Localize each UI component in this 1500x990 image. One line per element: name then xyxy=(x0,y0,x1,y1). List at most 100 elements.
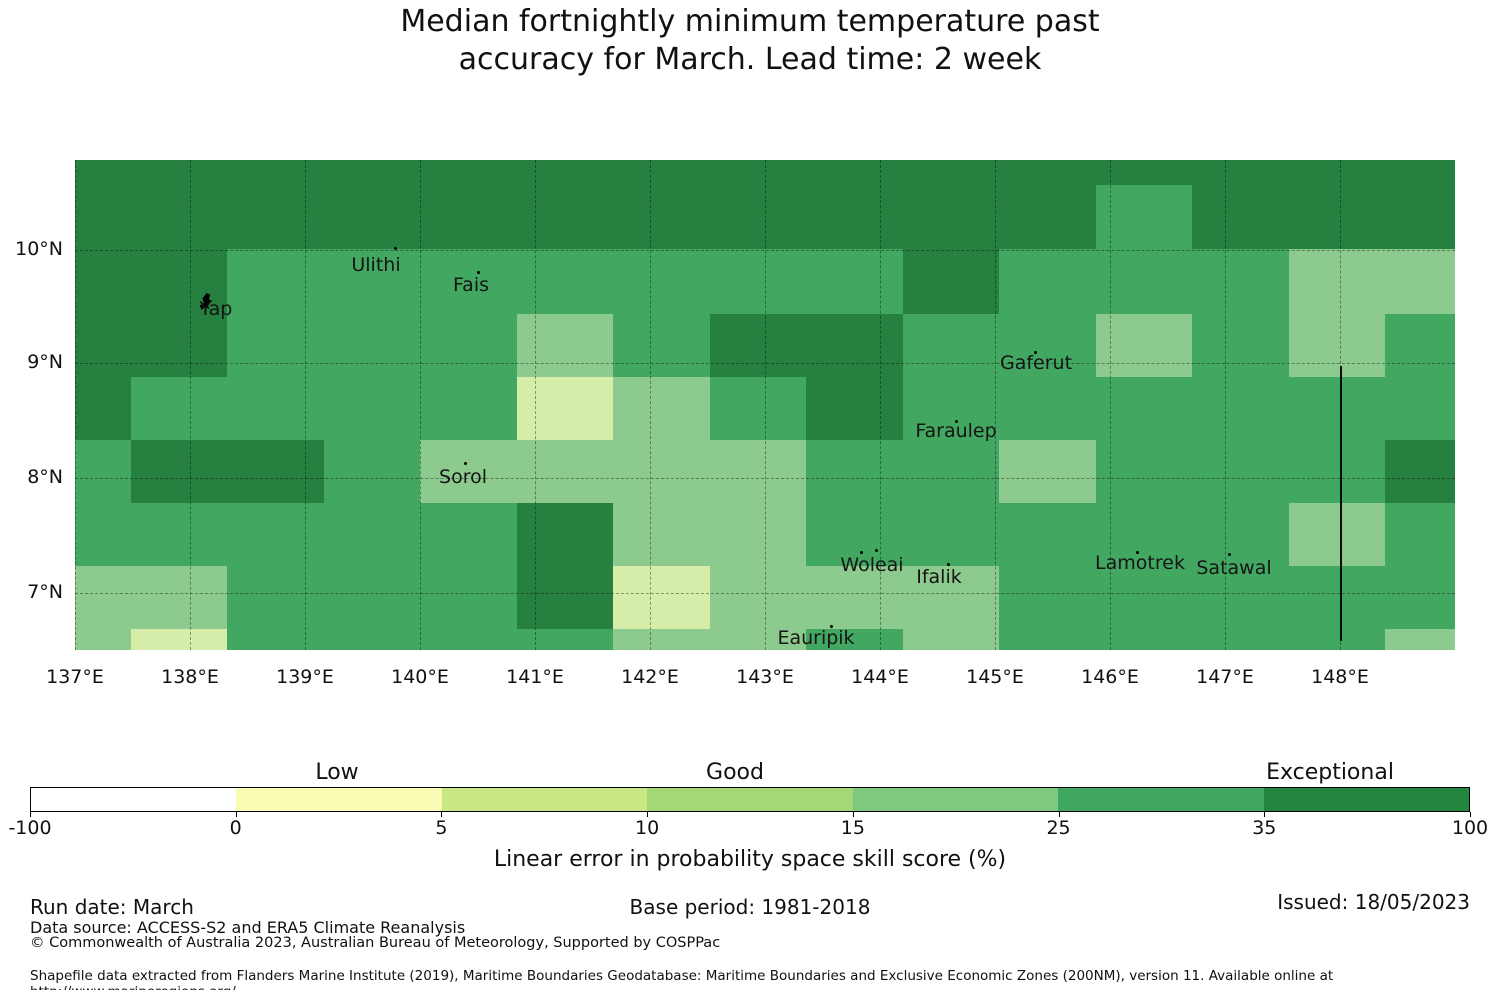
map-cell xyxy=(227,314,324,377)
longitude-gridline xyxy=(75,160,76,650)
map-cell xyxy=(1385,566,1455,629)
x-axis-tick-label: 141°E xyxy=(506,666,564,688)
map-cell xyxy=(902,377,999,440)
island-marker xyxy=(830,625,833,628)
map-cell xyxy=(420,629,517,650)
map-cell xyxy=(1288,185,1385,249)
map-cell xyxy=(227,503,324,566)
longitude-gridline xyxy=(535,160,536,650)
colorbar-tick xyxy=(852,812,854,817)
map-cell xyxy=(613,503,710,566)
longitude-gridline xyxy=(305,160,306,650)
x-axis-tick-label: 140°E xyxy=(391,666,449,688)
map-cell xyxy=(420,160,517,185)
island-marker xyxy=(394,247,397,250)
map-cell xyxy=(1385,185,1455,249)
map-cell xyxy=(1288,503,1385,566)
island-label-ulithi: Ulithi xyxy=(351,254,401,276)
island-marker xyxy=(1034,351,1037,354)
island-marker xyxy=(477,271,480,274)
map-cell xyxy=(613,249,710,314)
map-cell xyxy=(1288,249,1385,314)
map-cell xyxy=(902,160,999,185)
map-cell xyxy=(806,185,903,249)
map-cell xyxy=(227,377,324,440)
map-cell xyxy=(1385,440,1455,503)
island-marker xyxy=(875,549,878,552)
latitude-gridline xyxy=(75,593,1455,594)
longitude-gridline xyxy=(650,160,651,650)
map-cell xyxy=(999,185,1096,249)
x-axis-tick-label: 145°E xyxy=(966,666,1024,688)
map-cell xyxy=(1192,377,1289,440)
map-cell xyxy=(806,566,903,629)
map-cell xyxy=(1192,503,1289,566)
x-axis-tick-label: 148°E xyxy=(1311,666,1369,688)
map-cell xyxy=(1385,377,1455,440)
colorbar-tick-label: 25 xyxy=(1046,817,1071,839)
map-cell xyxy=(1385,160,1455,185)
footer-shapefile-credit: Shapefile data extracted from Flanders M… xyxy=(30,968,1334,990)
island-marker xyxy=(464,462,467,465)
longitude-gridline xyxy=(765,160,766,650)
colorbar-tick xyxy=(1470,812,1471,817)
x-axis-tick-label: 138°E xyxy=(161,666,219,688)
island-label-yap: Yap xyxy=(199,298,233,320)
map-cell xyxy=(999,440,1096,503)
map-cell xyxy=(613,566,710,629)
colorbar-region-label: Low xyxy=(315,760,359,785)
y-axis-tick-label: 10°N xyxy=(15,238,63,260)
map-cell xyxy=(709,503,806,566)
map-cell xyxy=(709,160,806,185)
map-cell xyxy=(1095,566,1192,629)
map-cell xyxy=(227,566,324,629)
map-cell xyxy=(1095,160,1192,185)
map-cell xyxy=(323,503,420,566)
map-cell xyxy=(902,314,999,377)
island-marker xyxy=(860,551,863,554)
map-cell xyxy=(75,377,131,440)
y-axis-tick-label: 7°N xyxy=(27,581,63,603)
map-cell xyxy=(1192,249,1289,314)
colorbar-segment xyxy=(1263,788,1469,811)
x-axis-tick-label: 146°E xyxy=(1081,666,1139,688)
map-cell xyxy=(613,314,710,377)
colorbar-tick xyxy=(1264,812,1266,817)
map-cell xyxy=(613,160,710,185)
map-cell xyxy=(323,249,420,314)
x-axis-tick-label: 137°E xyxy=(46,666,104,688)
colorbar-tick-label: 100 xyxy=(1451,817,1489,839)
map-cell xyxy=(75,185,131,249)
longitude-gridline xyxy=(1110,160,1111,650)
map-cell xyxy=(709,185,806,249)
map-cell xyxy=(1288,629,1385,650)
colorbar-tick-label: -100 xyxy=(8,817,52,839)
map-cell xyxy=(999,629,1096,650)
colorbar-tick-label: 5 xyxy=(435,817,448,839)
colorbar-segment xyxy=(31,788,237,811)
map-cell xyxy=(420,377,517,440)
map-cell xyxy=(806,160,903,185)
longitude-gridline xyxy=(190,160,191,650)
map-cell xyxy=(902,440,999,503)
map-cell xyxy=(130,314,227,377)
colorbar-segment xyxy=(441,788,648,811)
colorbar-region-label: Exceptional xyxy=(1266,760,1394,785)
colorbar-segment xyxy=(1058,788,1264,811)
map-cell xyxy=(1095,440,1192,503)
map-cell xyxy=(75,314,131,377)
map-cell xyxy=(516,314,613,377)
map-cell xyxy=(999,160,1096,185)
x-axis-tick-label: 139°E xyxy=(276,666,334,688)
map-cell xyxy=(516,566,613,629)
map-cell xyxy=(420,566,517,629)
colorbar-segment xyxy=(647,788,853,811)
island-marker xyxy=(947,563,950,566)
map-cell xyxy=(709,629,806,650)
footer-copyright: © Commonwealth of Australia 2023, Austra… xyxy=(30,935,721,951)
map-cell xyxy=(323,185,420,249)
map-cell xyxy=(709,249,806,314)
map-cell xyxy=(806,503,903,566)
map-cell xyxy=(1192,185,1289,249)
colorbar-region-label: Good xyxy=(706,760,764,785)
